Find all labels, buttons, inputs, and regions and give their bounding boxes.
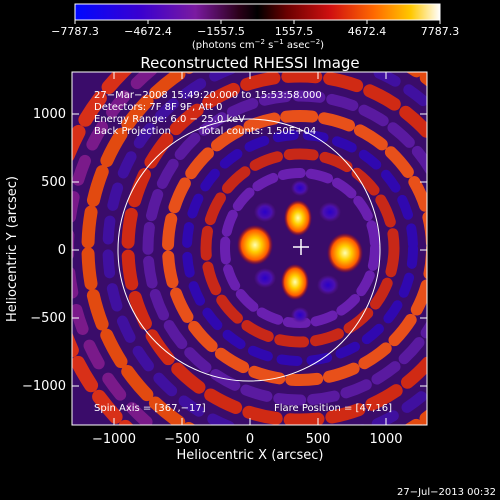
units-prefix: (photons cm (192, 40, 255, 51)
render-timestamp: 27−Jul−2013 00:32 (397, 487, 496, 498)
y-tick-label: −500 (30, 311, 66, 326)
x-tick-label: 1000 (369, 432, 402, 447)
x-tick-label: 0 (246, 432, 254, 447)
y-tick-marks (72, 113, 427, 387)
colorbar-tick-label: −1557.5 (197, 25, 245, 38)
info-block: 27−Mar−2008 15:49:20.000 to 15:53:58.000… (94, 90, 322, 137)
x-tick-marks (113, 72, 387, 425)
colorbar-tick-label: 4672.4 (348, 25, 387, 38)
colorbar-tick-labels: −7787.3 −4672.4 −1557.5 1557.5 4672.4 77… (51, 25, 459, 38)
y-tick-label: 0 (58, 243, 66, 258)
x-tick-label: 500 (306, 432, 331, 447)
colorbar-units: (photons cm−2 s−1 asec−2) (192, 38, 324, 51)
colorbar-tick-label: −4672.4 (124, 25, 172, 38)
y-tick-label: −1000 (22, 379, 66, 394)
plot-title: Reconstructed RHESSI Image (140, 54, 359, 72)
y-axis-label: Heliocentric Y (arcsec) (5, 176, 20, 322)
colorbar-tick-marks (74, 20, 441, 24)
units-exp: −1 (273, 38, 283, 46)
spin-axis-label: Spin Axis = [367,−17] (94, 403, 206, 414)
units-suffix: ) (320, 40, 324, 51)
colorbar-tick-label: 7787.3 (421, 25, 460, 38)
units-exp: −2 (310, 38, 320, 46)
colorbar-frame (74, 3, 441, 21)
x-tick-label: −500 (164, 432, 200, 447)
rhessi-image (72, 72, 427, 425)
x-tick-labels: −1000 −500 0 500 1000 (92, 432, 403, 447)
info-detectors: Detectors: 7F 8F 9F, Att 0 (94, 102, 222, 113)
flare-position-label: Flare Position = [47,16] (274, 403, 392, 414)
units-mid: s (265, 40, 273, 51)
x-axis-label: Heliocentric X (arcsec) (177, 448, 324, 463)
solar-limb-circle (117, 118, 381, 382)
info-time-range: 27−Mar−2008 15:49:20.000 to 15:53:58.000 (94, 90, 322, 101)
info-total-counts: Total counts: 1.50E+04 (199, 126, 316, 137)
units-exp: −2 (255, 38, 265, 46)
colorbar-tick-label: −7787.3 (51, 25, 99, 38)
y-tick-label: 1000 (33, 107, 66, 122)
x-tick-label: −1000 (92, 432, 136, 447)
y-tick-labels: 1000 500 0 −500 −1000 (22, 107, 66, 394)
info-method: Back Projection (94, 126, 171, 137)
y-tick-label: 500 (41, 175, 66, 190)
colorbar-tick-label: 1557.5 (275, 25, 314, 38)
units-mid: asec (284, 40, 310, 51)
info-energy-range: Energy Range: 6.0 − 25.0 keV (94, 114, 245, 125)
colorbar (75, 4, 440, 20)
spin-axis-cross (293, 239, 309, 255)
